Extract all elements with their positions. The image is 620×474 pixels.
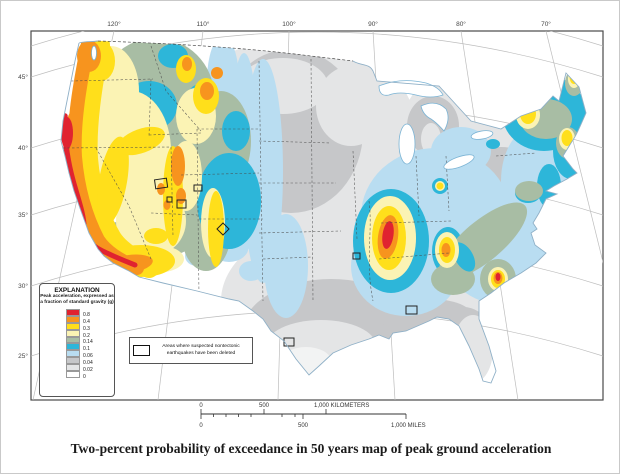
legend-item: 0.1 xyxy=(66,343,114,353)
lon-label: 110° xyxy=(197,20,210,28)
legend-title: EXPLANATION xyxy=(54,287,100,294)
scale-km-1000: 1,000 KILOMETERS xyxy=(314,403,369,409)
legend-swatch xyxy=(66,350,80,358)
legend-label: 0.06 xyxy=(83,353,93,360)
canada-border xyxy=(97,40,354,62)
legend-label: 0.14 xyxy=(83,339,93,346)
scale-mi-500: 500 xyxy=(298,423,309,429)
lon-label: 100° xyxy=(282,20,296,28)
legend-items: 0.8 0.4 0.3 0.2 0.14 0.1 0.06 0.04 0.02 0 xyxy=(66,308,114,380)
legend-item: 0.02 xyxy=(66,364,114,373)
scale-mi-1000: 1,000 MILES xyxy=(391,423,426,429)
legend-swatch xyxy=(66,364,80,371)
lon-label: 70° xyxy=(541,20,551,28)
nontectonic-note-box: Areas where suspected nontectonic earthq… xyxy=(129,337,253,364)
great-lakes xyxy=(91,45,494,170)
legend-swatch xyxy=(66,315,80,323)
lon-label: 80° xyxy=(456,20,466,28)
legend-label: 0.8 xyxy=(83,311,90,318)
nontectonic-area-boxes xyxy=(153,177,418,347)
legend-swatch xyxy=(66,336,80,344)
lat-label: 30° xyxy=(18,282,28,290)
legend-swatch xyxy=(66,308,80,316)
scale-mi-0: 0 xyxy=(199,423,203,429)
lon-label: 90° xyxy=(368,20,378,28)
legend-swatch xyxy=(66,329,80,337)
legend-label: 0.4 xyxy=(83,318,90,325)
note-line1: Areas where suspected nontectonic xyxy=(162,344,240,350)
hazard-map-canvas: 120° 110° 100° 90° 80° 70° 45° 40° 35° 3… xyxy=(18,20,604,429)
scale-km-0: 0 xyxy=(199,403,203,409)
legend-swatch xyxy=(66,343,80,351)
legend-item: 0 xyxy=(66,370,114,380)
legend-subtitle-line2: a fraction of standard gravity (g) xyxy=(40,299,114,305)
legend-label: 0.2 xyxy=(83,332,90,339)
legend-item: 0.8 xyxy=(66,308,114,318)
lat-label: 45° xyxy=(18,73,28,81)
scale-bar: 0 500 1,000 KILOMETERS 0 500 1,000 MILES xyxy=(199,403,425,429)
lat-labels: 45° 40° 35° 30° 25° xyxy=(18,73,28,360)
legend-item: 0.14 xyxy=(66,336,114,346)
legend-swatch xyxy=(66,370,80,378)
legend-subtitle-line1: Peak acceleration, expressed as xyxy=(40,294,114,299)
legend-label: 0.04 xyxy=(83,360,93,367)
us-coastline xyxy=(60,40,587,384)
lon-label: 120° xyxy=(107,20,121,28)
legend-item: 0.2 xyxy=(66,329,114,339)
lat-label: 25° xyxy=(18,352,28,360)
legend-item: 0.4 xyxy=(66,315,114,325)
deleted-area-symbol xyxy=(133,345,150,356)
legend-item: 0.04 xyxy=(66,357,114,367)
note-line2: earthquakes have been deleted xyxy=(166,350,236,356)
legend-swatch xyxy=(66,357,80,365)
legend-swatch xyxy=(66,322,80,330)
legend-label: 0.02 xyxy=(83,366,93,373)
legend-label: 0.3 xyxy=(83,325,90,332)
scale-km-500: 500 xyxy=(259,403,270,409)
lat-label: 35° xyxy=(18,211,28,219)
legend-label: 0 xyxy=(83,373,86,380)
map-caption: Two-percent probability of exceedance in… xyxy=(70,441,552,456)
state-borders xyxy=(62,45,537,302)
lon-labels: 120° 110° 100° 90° 80° 70° xyxy=(107,20,551,28)
legend-label: 0.1 xyxy=(83,346,90,353)
lat-label: 40° xyxy=(18,144,28,152)
legend-box: EXPLANATION Peak acceleration, expressed… xyxy=(39,283,115,397)
legend-item: 0.3 xyxy=(66,322,114,332)
legend-item: 0.06 xyxy=(66,350,114,360)
